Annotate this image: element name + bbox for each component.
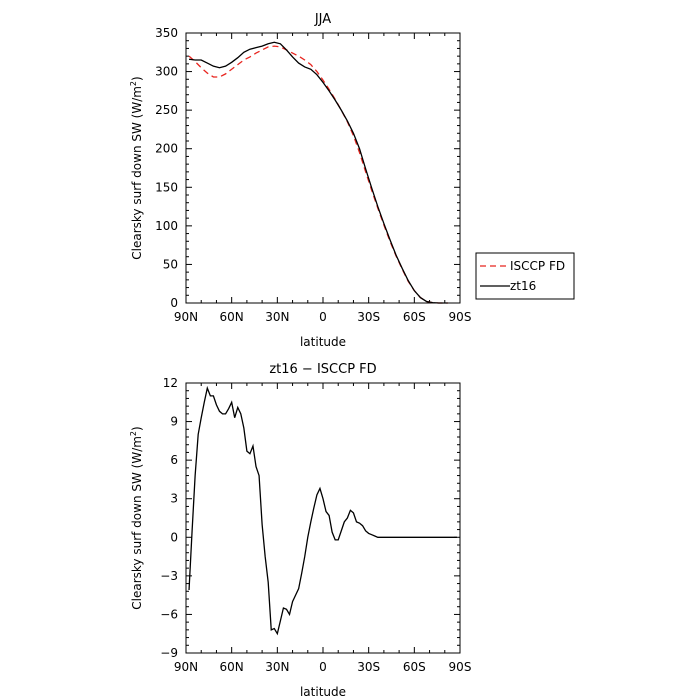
y-tick-label: 3 [170,492,178,506]
x-axis-title: latitude [300,685,346,699]
plot-frame [185,32,461,304]
chart-title: zt16 − ISCCP FD [269,362,376,377]
legend-label: ISCCP FD [510,259,565,273]
y-axis-title: Clearsky surf down SW (W/m2) [129,76,144,259]
y-tick-label: 150 [155,180,178,194]
x-tick-label: 0 [319,310,327,324]
x-tick-label: 0 [319,660,327,674]
top-chart: JJA 90N 60N 30N 0 30S 60S 90S 0 50 100 150 200 250 300… [129,12,575,349]
y-tick-label: 0 [170,530,178,544]
x-tick-label: 60S [403,660,426,674]
legend-box [475,252,575,300]
y-tick-label: 250 [155,103,178,117]
y-tick-label: 12 [163,376,178,390]
x-tick-label: 90S [449,660,472,674]
series-line-difference [188,385,457,636]
y-tick-label: 6 [170,453,178,467]
y-tick-label: 300 [155,65,178,79]
x-tick-label: 90N [174,660,198,674]
y-tick-label: 100 [155,219,178,233]
x-tick-label: 90S [449,310,472,324]
x-tick-label: 60S [403,310,426,324]
x-tick-label: 60N [220,310,244,324]
y-tick-label: −3 [160,569,178,583]
y-axis-title: Clearsky surf down SW (W/m2) [129,426,144,609]
y-tick-label: −9 [160,646,178,660]
chart-title: JJA [314,12,331,27]
x-tick-label: 60N [220,660,244,674]
series-line-isccp-fd [188,45,448,304]
x-tick-label: 30S [357,660,380,674]
x-tick-label: 30N [265,310,289,324]
plot-frame [185,382,461,654]
y-tick-label: 200 [155,142,178,156]
y-tick-label: 50 [163,257,178,271]
y-tick-label: −6 [160,607,178,621]
bottom-chart: zt16 − ISCCP FD 90N 60N 30N 0 30S 60S 90S −9 −6 −3… [129,362,471,699]
y-tick-label: 350 [155,26,178,40]
legend-label: zt16 [510,279,536,293]
x-tick-label: 30S [357,310,380,324]
series-line-zt16 [188,41,448,304]
x-tick-label: 90N [174,310,198,324]
x-tick-label: 30N [265,660,289,674]
x-axis-title: latitude [300,335,346,349]
y-tick-label: 9 [170,415,178,429]
y-tick-label: 0 [170,296,178,310]
